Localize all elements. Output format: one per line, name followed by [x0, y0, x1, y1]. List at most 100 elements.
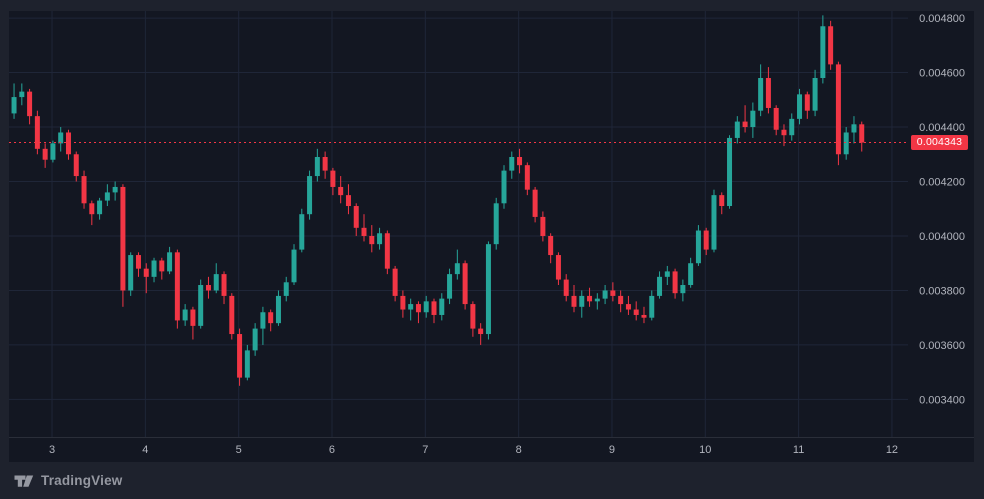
candle	[781, 124, 787, 147]
candle	[789, 113, 795, 141]
candle	[221, 271, 227, 305]
candle	[540, 211, 546, 242]
candle	[509, 151, 515, 179]
candle	[159, 257, 165, 280]
x-axis-label: 10	[699, 444, 711, 456]
candle	[587, 287, 593, 307]
y-axis-label: 0.004800	[919, 13, 965, 25]
candle	[415, 301, 421, 324]
candle	[198, 279, 204, 329]
candle	[58, 127, 64, 152]
candle	[252, 323, 258, 356]
candle	[307, 170, 313, 220]
candle	[812, 69, 818, 117]
candles-group	[11, 15, 865, 386]
x-axis-labels: 3 4 5 6 7 8 9 10 11 12	[49, 444, 898, 456]
candle	[89, 200, 95, 226]
candle	[182, 304, 188, 326]
price-axis[interactable]	[917, 22, 983, 448]
candle	[773, 105, 779, 136]
candle	[431, 298, 437, 324]
candle	[353, 203, 359, 236]
x-axis-label: 5	[236, 444, 242, 456]
grid-lines	[9, 11, 908, 437]
candle	[151, 257, 157, 283]
candle	[602, 285, 608, 305]
candle	[555, 252, 561, 286]
candle	[447, 268, 453, 305]
y-axis-label: 0.004000	[919, 231, 965, 243]
x-axis-label: 8	[516, 444, 522, 456]
y-axis-label: 0.004200	[919, 177, 965, 189]
candle	[11, 83, 17, 119]
candle	[330, 167, 336, 196]
candle	[828, 20, 834, 70]
candle	[213, 263, 219, 294]
candle	[244, 344, 250, 381]
candle	[143, 263, 149, 294]
candle	[112, 181, 118, 201]
candle	[34, 110, 40, 155]
candle	[408, 298, 414, 321]
candle	[742, 105, 748, 133]
candle	[478, 323, 484, 345]
candle	[392, 265, 398, 302]
candle	[758, 64, 764, 117]
candle	[859, 121, 865, 152]
current-price-badge: 0.004343	[911, 135, 968, 150]
candle	[579, 290, 585, 318]
candle	[571, 285, 577, 313]
candle	[649, 290, 655, 321]
candle	[625, 295, 631, 315]
candle	[42, 143, 48, 168]
candlestick-chart[interactable]: 0.004800 0.004600 0.004400 0.004200 0.004000…	[9, 11, 974, 462]
candle	[400, 290, 406, 318]
candle	[237, 328, 243, 386]
candle	[275, 290, 281, 326]
candle	[369, 225, 375, 253]
candle	[517, 148, 523, 174]
candle	[765, 67, 771, 114]
x-axis-label: 3	[49, 444, 55, 456]
candle	[384, 230, 390, 275]
x-axis-label: 12	[886, 444, 898, 456]
y-axis-label: 0.003800	[919, 285, 965, 297]
candle	[835, 61, 841, 166]
candle	[703, 227, 709, 256]
tradingview-attribution[interactable]: TradingView	[0, 462, 984, 499]
chart-panel: 0.004800 0.004600 0.004400 0.004200 0.004000…	[9, 11, 974, 462]
candle	[843, 127, 849, 160]
candle	[734, 116, 740, 144]
candle	[299, 208, 305, 253]
candle	[711, 189, 717, 253]
candle	[19, 83, 25, 106]
x-axis-label: 7	[422, 444, 428, 456]
candle	[727, 135, 733, 209]
candle	[205, 276, 211, 299]
candle	[190, 306, 196, 340]
y-axis-labels: 0.004800 0.004600 0.004400 0.004200 0.004000…	[919, 13, 965, 406]
candle	[361, 214, 367, 242]
candle	[797, 88, 803, 125]
candle	[423, 295, 429, 318]
candle	[27, 88, 33, 125]
candle	[641, 306, 647, 324]
candle	[174, 249, 180, 329]
y-axis-label: 0.003600	[919, 340, 965, 352]
candle	[50, 140, 56, 163]
candle	[128, 252, 134, 296]
candle	[377, 227, 383, 250]
candle	[283, 276, 289, 302]
candle	[719, 192, 725, 215]
candle	[618, 290, 624, 313]
candle	[260, 306, 266, 345]
candle	[229, 293, 235, 340]
y-axis-label: 0.004400	[919, 122, 965, 134]
candle	[524, 162, 530, 196]
candle	[680, 279, 686, 302]
candle	[610, 282, 616, 302]
candle	[470, 301, 476, 337]
candle	[268, 309, 274, 332]
candle	[322, 151, 328, 179]
